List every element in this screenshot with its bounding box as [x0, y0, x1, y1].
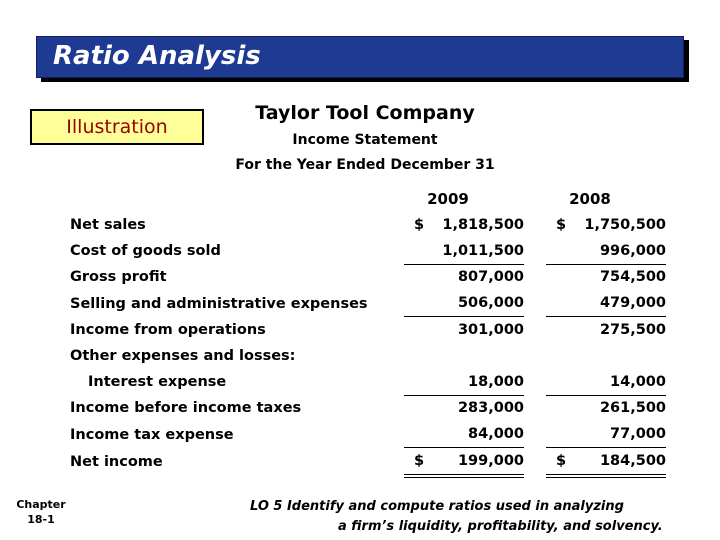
table-row: Income tax expense 84,000 77,000	[70, 421, 666, 449]
column-gap	[524, 290, 546, 316]
amount: 184,500	[599, 453, 666, 470]
row-label: Interest expense	[88, 373, 227, 390]
learning-objective: LO 5 Identify and compute ratios used in…	[250, 497, 700, 537]
title-bar: Ratio Analysis	[36, 36, 684, 78]
amount: 301,000	[457, 322, 524, 339]
row-label: Cost of goods sold	[70, 242, 221, 259]
column-gap	[524, 238, 546, 264]
row-label: Other expenses and losses:	[70, 347, 296, 364]
table-row: Cost of goods sold 1,011,500 996,000	[70, 237, 666, 265]
value-2008: $184,500	[546, 447, 666, 478]
table-row: Net sales $1,818,500 $1,750,500	[70, 212, 666, 238]
table-row: Income from operations 301,000 275,500	[70, 317, 666, 343]
amount: 807,000	[457, 269, 524, 286]
value-2009: 807,000	[404, 264, 524, 290]
row-label: Selling and administrative expenses	[70, 295, 368, 312]
company-name: Taylor Tool Company	[255, 102, 475, 124]
currency-symbol: $	[556, 453, 567, 470]
lo-line-2: a firm’s liquidity, profitability, and s…	[338, 519, 663, 534]
slide-title: Ratio Analysis	[53, 41, 261, 71]
amount: 18,000	[468, 373, 524, 390]
amount: 283,000	[457, 400, 524, 417]
value-2009	[404, 343, 524, 369]
chapter-text: Chapter	[16, 498, 66, 511]
column-gap	[524, 343, 546, 369]
amount: 199,000	[457, 453, 524, 470]
amount: 275,500	[599, 322, 666, 339]
value-2009: 301,000	[404, 317, 524, 343]
amount: 14,000	[610, 373, 666, 390]
currency-symbol: $	[414, 216, 425, 233]
amount: 77,000	[610, 426, 666, 443]
table-row: Selling and administrative expenses 506,0…	[70, 290, 666, 318]
table-row: Net income $199,000 $184,500	[70, 447, 666, 478]
column-gap	[524, 317, 546, 343]
column-gap	[524, 212, 546, 238]
value-2008: $1,750,500	[546, 212, 666, 238]
value-2008: 479,000	[546, 290, 666, 318]
table-row: Interest expense 18,000 14,000	[70, 368, 666, 396]
amount: 754,500	[599, 269, 666, 286]
value-2008: 996,000	[546, 237, 666, 265]
row-label: Gross profit	[70, 269, 167, 286]
column-gap	[524, 421, 546, 447]
currency-symbol: $	[556, 216, 567, 233]
value-2009: 283,000	[404, 395, 524, 421]
value-2009: $199,000	[404, 447, 524, 478]
column-gap	[524, 264, 546, 290]
income-statement-table: Net sales $1,818,500 $1,750,500 Cost of goo…	[70, 212, 666, 478]
amount: 1,750,500	[584, 216, 666, 233]
value-2008: 754,500	[546, 264, 666, 290]
value-2009: 506,000	[404, 290, 524, 318]
chapter-number: 18-1	[27, 513, 55, 526]
column-gap	[524, 448, 546, 476]
amount: 84,000	[468, 426, 524, 443]
currency-symbol: $	[414, 453, 425, 470]
value-2008: 14,000	[546, 368, 666, 396]
chapter-label: Chapter 18-1	[14, 497, 68, 527]
lo-line-1: LO 5 Identify and compute ratios used in…	[250, 499, 624, 514]
row-label: Income tax expense	[70, 426, 234, 443]
amount: 506,000	[457, 295, 524, 312]
column-gap	[524, 369, 546, 395]
row-label: Income from operations	[70, 321, 266, 338]
year-header-2008: 2008	[569, 190, 611, 208]
table-row: Gross profit 807,000 754,500	[70, 264, 666, 290]
row-label: Net income	[70, 453, 163, 470]
value-2008: 261,500	[546, 395, 666, 421]
table-row: Other expenses and losses:	[70, 343, 666, 369]
value-2008	[546, 343, 666, 369]
column-gap	[524, 395, 546, 421]
value-2009: 18,000	[404, 368, 524, 396]
statement-name: Income Statement	[292, 132, 438, 148]
row-label: Income before income taxes	[70, 400, 302, 417]
amount: 261,500	[599, 400, 666, 417]
illustration-label: Illustration	[30, 109, 204, 145]
table-row: Income before income taxes 283,000 261,500	[70, 395, 666, 421]
value-2008: 275,500	[546, 317, 666, 343]
value-2009: 84,000	[404, 421, 524, 449]
amount: 996,000	[599, 242, 666, 259]
amount: 1,818,500	[442, 216, 524, 233]
amount: 479,000	[599, 295, 666, 312]
value-2009: $1,818,500	[404, 212, 524, 238]
year-header-2009: 2009	[427, 190, 469, 208]
row-label: Net sales	[70, 216, 146, 233]
value-2008: 77,000	[546, 421, 666, 449]
value-2009: 1,011,500	[404, 237, 524, 265]
statement-period: For the Year Ended December 31	[235, 157, 495, 173]
amount: 1,011,500	[442, 242, 524, 259]
